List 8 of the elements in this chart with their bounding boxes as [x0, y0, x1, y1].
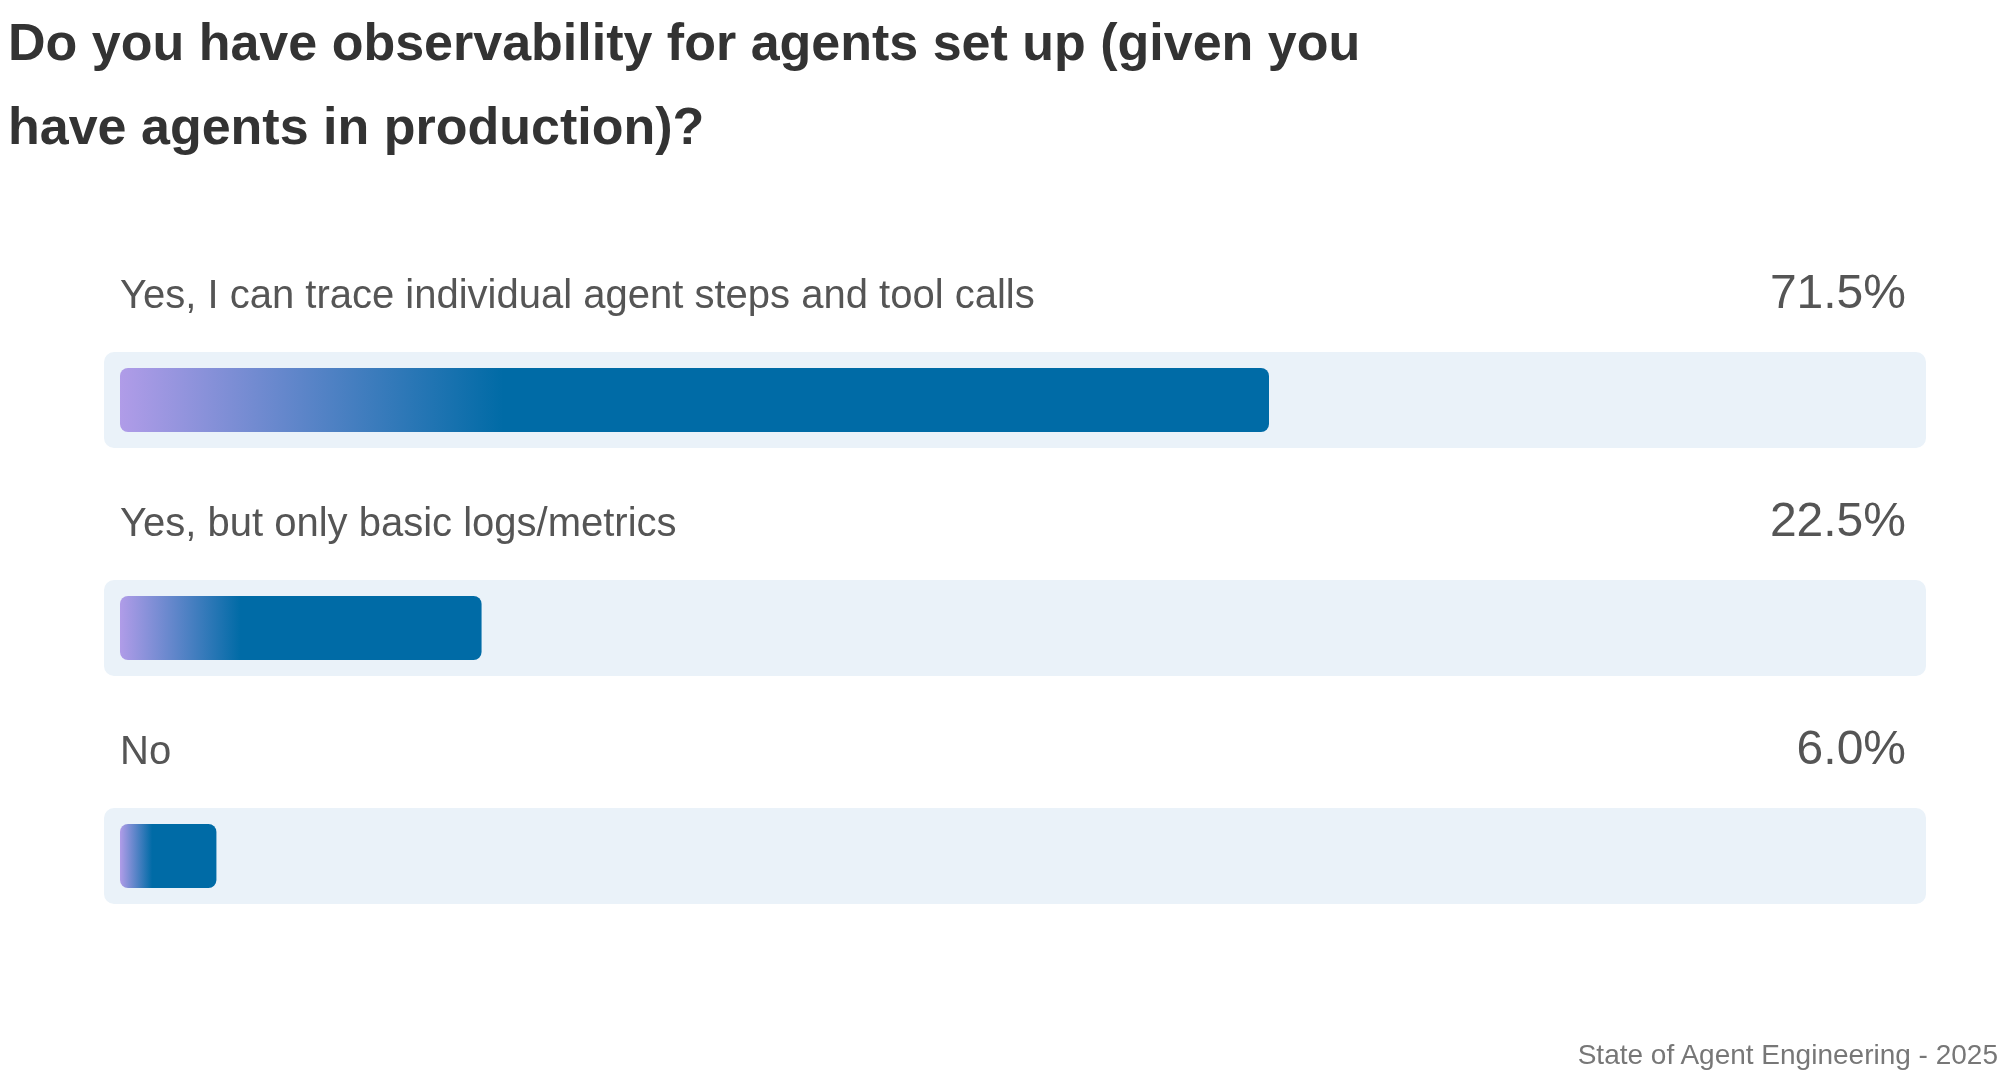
text: State of Agent Engineering - 2025	[1577, 1039, 1998, 1070]
data-label: 71.5%	[1769, 265, 1906, 318]
chart-title: Do you have observability for agents set up (given you have agents in production)?	[8, 13, 1361, 155]
y-tick-label: No	[120, 728, 172, 772]
data-label: 6.0%	[1796, 721, 1906, 774]
y-tick-label: Yes, I can trace individual agent steps and tool calls	[120, 272, 1035, 316]
y-tick-label: Yes, but only basic logs/metrics	[120, 500, 677, 544]
data-label: 22.5%	[1769, 493, 1906, 546]
